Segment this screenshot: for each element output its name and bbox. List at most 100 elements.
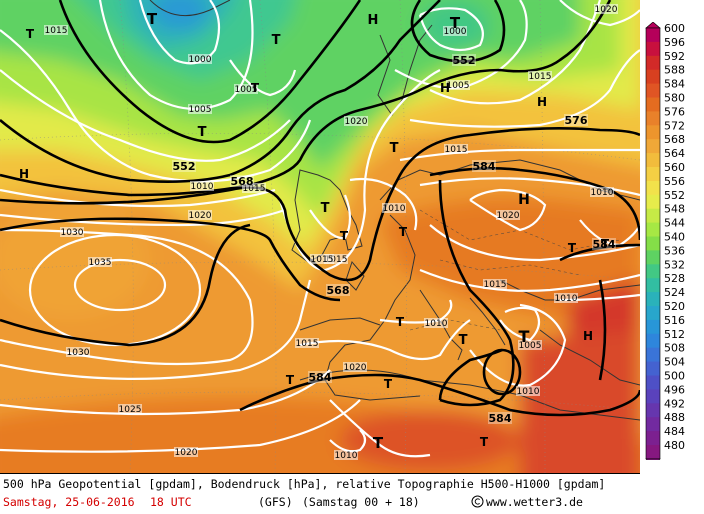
geopotential-label: 568 xyxy=(231,175,254,188)
high-pressure-center: H xyxy=(518,192,530,208)
legend-swatch xyxy=(646,41,660,57)
isobar-label: 1000 xyxy=(444,27,467,37)
legend-swatch xyxy=(646,431,660,446)
low-pressure-center: T xyxy=(251,81,260,95)
high-pressure-center: H xyxy=(440,81,450,95)
date-text: Samstag, 25-06-2016 xyxy=(3,495,135,509)
geopotential-label: 576 xyxy=(565,114,588,127)
isobar-labels: 1015 1000 1000 1005 1010 1020 1015 1020 1030 1035… xyxy=(44,4,618,461)
caption-footer: 500 hPa Geopotential [gpdam], Bodendruck… xyxy=(0,473,640,514)
color-legend: 600 596 592 588 584 580 576 572 568 564 560 556 552 5… xyxy=(642,21,704,468)
legend-swatch xyxy=(646,28,660,43)
low-pressure-center: T xyxy=(198,125,207,140)
legend-swatch xyxy=(646,167,660,182)
low-pressure-center: T xyxy=(272,33,281,48)
time-text: 18 UTC xyxy=(150,495,192,509)
legend-value: 552 xyxy=(664,189,685,202)
isobar-label: 1030 xyxy=(67,348,90,358)
legend-swatch xyxy=(646,180,660,196)
legend-swatch xyxy=(646,347,660,363)
low-pressure-center: T xyxy=(384,377,393,391)
legend-value: 496 xyxy=(664,383,685,396)
isobar-label: 1010 xyxy=(591,188,614,198)
isobar-label: 1015 xyxy=(45,26,68,36)
geopotential-labels: 552 552 568 576 584 568 584 584 584 xyxy=(172,54,616,425)
low-pressure-center: T xyxy=(480,435,489,449)
model-text: (GFS) xyxy=(258,495,293,509)
isobar-label: 1005 xyxy=(189,105,212,115)
website-link[interactable]: www.wetter3.de xyxy=(486,495,583,509)
weather-map: 1015 1000 1000 1005 1010 1020 1015 1020 1030 1035… xyxy=(0,0,640,473)
legend-swatch xyxy=(646,403,660,418)
legend-value: 572 xyxy=(664,119,685,132)
isobar-label: 1010 xyxy=(425,319,448,329)
isobar-label: 1010 xyxy=(555,294,578,304)
legend-bottom-arrow xyxy=(645,458,661,468)
isobar-label: 1020 xyxy=(175,448,198,458)
legend-value: 500 xyxy=(664,370,685,383)
legend-swatch xyxy=(646,445,660,460)
legend-value: 532 xyxy=(664,258,685,271)
low-pressure-center: T xyxy=(568,241,577,255)
geopotential-label: 568 xyxy=(327,284,350,297)
legend-swatch xyxy=(646,389,660,404)
high-pressure-center: H xyxy=(368,13,379,28)
isobar-label: 1010 xyxy=(383,204,406,214)
high-pressure-center: H xyxy=(19,167,29,181)
isobar-label: 1020 xyxy=(345,117,368,127)
legend-value: 480 xyxy=(664,439,685,452)
legend-swatch xyxy=(646,264,660,279)
isobar-label: 1035 xyxy=(89,258,112,268)
legend-value: 512 xyxy=(664,328,685,341)
legend-value: 544 xyxy=(664,217,685,230)
low-pressure-center: T xyxy=(399,225,408,239)
isobar-label: 1005 xyxy=(235,85,258,95)
legend-swatch xyxy=(646,222,660,237)
legend-value: 548 xyxy=(664,203,685,216)
legend-swatch xyxy=(646,417,660,432)
low-pressure-center: T xyxy=(390,141,399,156)
low-pressure-center: T xyxy=(26,27,35,41)
geopotential-label: 584 xyxy=(309,371,332,384)
legend-swatch xyxy=(646,333,660,349)
isobar-label: 1015 xyxy=(311,255,334,265)
caption-line: 500 hPa Geopotential [gpdam], Bodendruck… xyxy=(3,477,606,491)
isobar-label: 1020 xyxy=(344,363,367,373)
legend-swatch xyxy=(646,375,660,390)
low-pressure-center: T xyxy=(340,229,349,243)
legend-swatch xyxy=(646,292,660,307)
legend-value: 592 xyxy=(664,50,685,63)
legend-value: 492 xyxy=(664,397,685,410)
legend-values: 6005965925885845805765725685645605565525… xyxy=(664,22,685,452)
low-pressure-center: T xyxy=(286,373,295,387)
legend-value: 564 xyxy=(664,147,685,160)
legend-swatch xyxy=(646,236,660,251)
isobar-label: 1030 xyxy=(61,228,84,238)
isobar-label: 1005 xyxy=(519,341,542,351)
isobar-label: 1000 xyxy=(189,55,212,65)
legend-value: 596 xyxy=(664,36,685,49)
legend-color-bar xyxy=(645,21,661,468)
isobar-label: 1020 xyxy=(189,211,212,221)
legend-swatch xyxy=(646,97,660,112)
low-pressure-center: T xyxy=(459,333,468,348)
low-pressure-center: T xyxy=(373,434,384,452)
legend-top-arrow xyxy=(645,21,661,29)
legend-swatch xyxy=(646,69,660,85)
run-text: (Samstag 00 + 18) xyxy=(302,495,420,509)
geopotential-contours xyxy=(0,0,640,417)
high-pressure-center: H xyxy=(583,329,593,343)
legend-swatch xyxy=(646,278,660,293)
low-pressure-center: T xyxy=(601,237,610,251)
isobar-label: 1015 xyxy=(484,280,507,290)
low-pressure-center: T xyxy=(450,14,461,32)
isobar-label: 1020 xyxy=(595,5,618,15)
legend-swatch xyxy=(646,83,660,98)
legend-value: 536 xyxy=(664,244,685,257)
legend-value: 484 xyxy=(664,425,685,438)
isobar-label: 1015 xyxy=(296,339,319,349)
legend-value: 508 xyxy=(664,342,685,355)
legend-swatch xyxy=(646,125,660,140)
isobar-label: 1010 xyxy=(191,182,214,192)
isobar-label: 1020 xyxy=(497,211,520,221)
